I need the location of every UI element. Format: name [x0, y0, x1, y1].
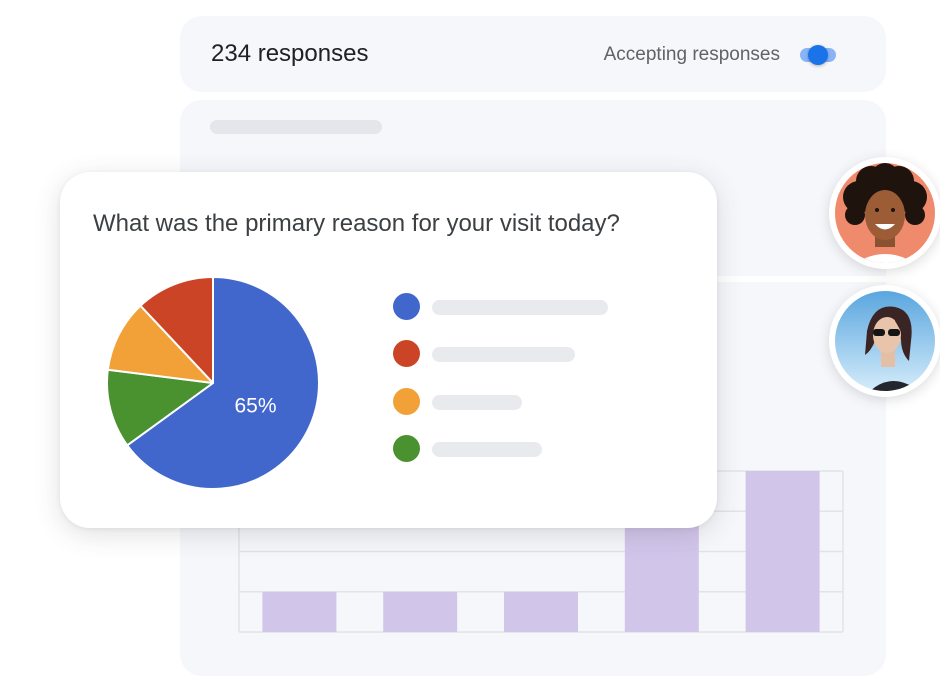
question-summary-card: What was the primary reason for your vis… — [60, 172, 717, 528]
person-photo-icon — [835, 291, 935, 391]
legend-color-dot — [393, 293, 420, 320]
pie-data-label: 65% — [234, 395, 276, 418]
legend-label-placeholder — [432, 300, 608, 315]
legend-color-dot — [393, 340, 420, 367]
pie-chart: 65% — [106, 276, 320, 490]
bar — [504, 591, 578, 633]
bar — [745, 471, 820, 632]
legend-label-placeholder — [432, 347, 575, 362]
accepting-responses-label: Accepting responses — [603, 44, 780, 65]
pie-slice — [126, 276, 320, 490]
legend-color-dot — [393, 435, 420, 462]
person-photo-icon — [835, 163, 935, 263]
avatar-respondent-1 — [829, 157, 940, 269]
panel-title-placeholder — [210, 120, 382, 134]
question-title: What was the primary reason for your vis… — [93, 210, 620, 237]
avatar-respondent-2 — [829, 285, 940, 397]
legend-color-dot — [393, 388, 420, 415]
bar — [262, 591, 337, 633]
responses-count: 234 responses — [211, 40, 369, 67]
pie-slice — [106, 368, 214, 447]
legend-label-placeholder — [432, 395, 522, 410]
toggle-thumb[interactable] — [808, 45, 828, 65]
pie-slice — [106, 304, 214, 384]
responses-header: 234 responses Accepting responses — [180, 16, 886, 92]
pie-slice — [139, 276, 214, 384]
bar — [383, 591, 458, 633]
legend-label-placeholder — [432, 442, 542, 457]
